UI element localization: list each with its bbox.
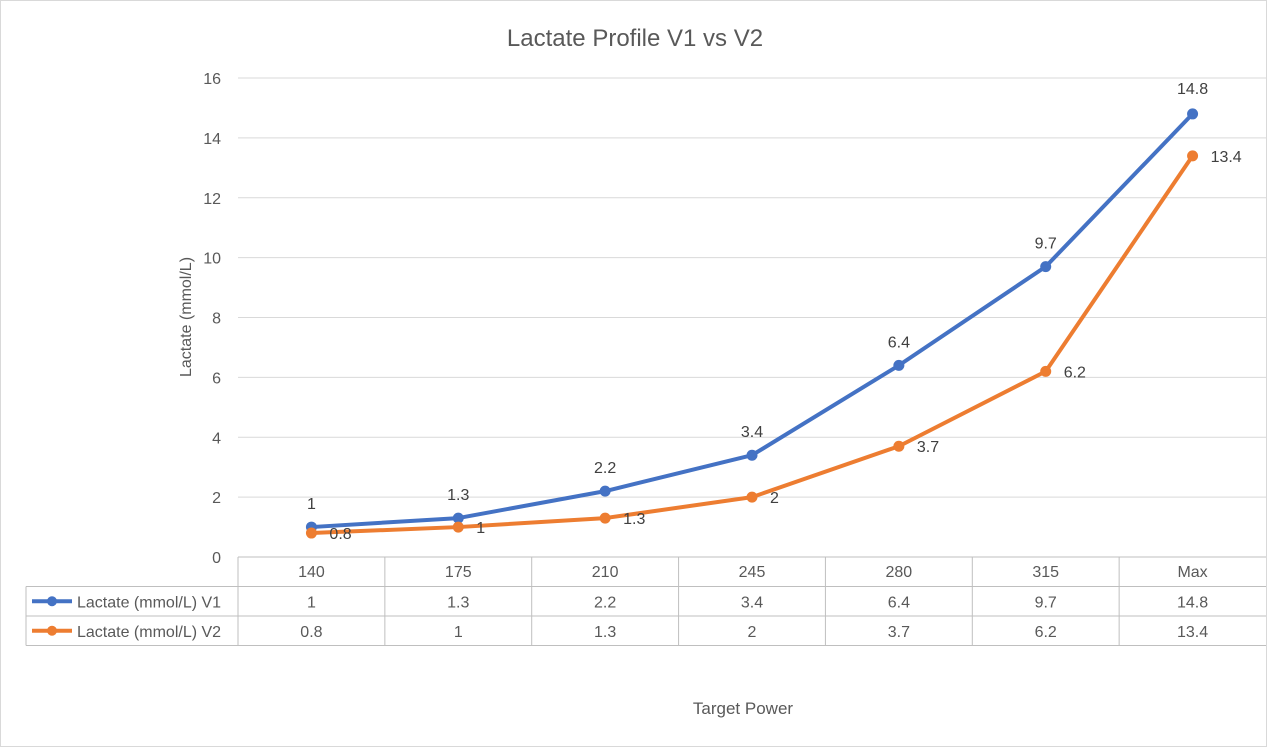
data-point [746, 491, 758, 503]
data-point [1187, 108, 1199, 120]
data-label: 1.3 [447, 487, 469, 504]
table-cell: 3.7 [888, 624, 910, 641]
data-label: 2 [770, 490, 779, 507]
legend-key-marker [47, 596, 57, 607]
data-point [599, 512, 611, 524]
y-axis: 0 2 4 6 8 10 12 14 16 [203, 71, 221, 567]
data-label: 0.8 [329, 526, 351, 543]
y-tick-label: 12 [203, 191, 221, 208]
table-cell: 1.3 [447, 594, 469, 611]
chart-title: Lactate Profile V1 vs V2 [507, 25, 763, 52]
table-cell: 3.4 [741, 594, 763, 611]
table-cell: 1.3 [594, 624, 616, 641]
legend-entry: Lactate (mmol/L) V1 [77, 594, 221, 611]
table-cell: 6.2 [1035, 624, 1057, 641]
data-label: 2.2 [594, 460, 616, 477]
table-cell: 9.7 [1035, 594, 1057, 611]
data-label: 9.7 [1035, 236, 1057, 253]
data-point [1040, 365, 1052, 377]
data-label: 1.3 [623, 511, 645, 528]
x-tick-label: 140 [298, 564, 325, 581]
data-label: 6.4 [888, 334, 910, 351]
data-label: 1 [307, 496, 316, 513]
table-cell: 13.4 [1177, 624, 1208, 641]
data-point [1040, 261, 1052, 273]
legend-key-marker [47, 625, 57, 636]
x-tick-label: 280 [886, 564, 913, 581]
y-tick-label: 14 [203, 131, 221, 148]
data-label: 3.4 [741, 424, 763, 441]
x-tick-label: 175 [445, 564, 472, 581]
gridlines [238, 77, 1266, 498]
data-label: 3.7 [917, 439, 939, 456]
series-line [309, 111, 1195, 530]
table-cell: 2 [748, 624, 757, 641]
y-tick-label: 4 [212, 430, 221, 447]
data-label: 1 [476, 520, 485, 537]
y-tick-label: 0 [212, 550, 221, 567]
y-tick-label: 8 [212, 311, 221, 328]
series-line [309, 153, 1195, 536]
legend-entry: Lactate (mmol/L) V2 [77, 624, 221, 641]
x-tick-label: 315 [1032, 564, 1059, 581]
table-cell: 14.8 [1177, 594, 1208, 611]
data-point [1187, 150, 1199, 162]
data-labels: 1 1.3 2.2 3.4 6.4 9.7 14.8 0.8 1 1.3 2 3.7 6.2 13.4 [307, 81, 1242, 543]
table-cell: 6.4 [888, 594, 910, 611]
table-cell: 1 [454, 624, 463, 641]
data-label: 13.4 [1211, 149, 1242, 166]
y-tick-label: 6 [212, 370, 221, 387]
data-point [452, 521, 464, 533]
data-point [452, 512, 464, 524]
data-label: 14.8 [1177, 81, 1208, 98]
y-tick-label: 16 [203, 71, 221, 88]
data-point [599, 485, 611, 497]
series-layer [305, 108, 1199, 539]
x-tick-label: 210 [592, 564, 619, 581]
data-table: 140 175 210 245 280 315 Max Lactate (mmol/L) V1… [25, 556, 1266, 646]
data-point [305, 527, 317, 539]
table-cell: 2.2 [594, 594, 616, 611]
y-tick-label: 2 [212, 490, 221, 507]
x-tick-label: 245 [739, 564, 766, 581]
data-point [893, 440, 905, 452]
y-axis-title: Lactate (mmol/L) [178, 257, 195, 377]
data-point [893, 359, 905, 371]
y-tick-label: 10 [203, 251, 221, 268]
data-label: 6.2 [1064, 364, 1086, 381]
table-cell: 0.8 [300, 624, 322, 641]
x-axis-title: Target Power [693, 699, 793, 718]
table-cell: 1 [307, 594, 316, 611]
data-point [746, 449, 758, 461]
x-tick-label: Max [1177, 564, 1207, 581]
